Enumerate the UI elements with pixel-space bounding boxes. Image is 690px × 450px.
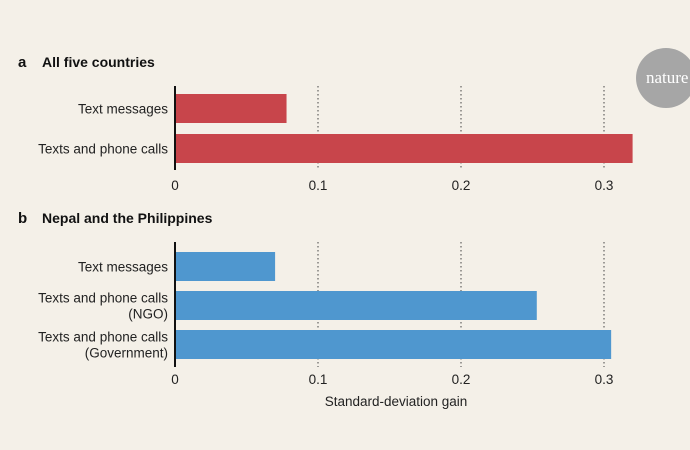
panel-a-tick-labels: 0 0.1 0.2 0.3	[171, 178, 613, 193]
category-label-b-2-line-0: Texts and phone calls	[38, 330, 168, 345]
bar-b-2	[175, 330, 612, 359]
panel-a-letter: a	[18, 54, 27, 71]
x-tick-label-a-1: 0.1	[309, 178, 328, 193]
category-label-a-0: Text messages	[78, 102, 168, 117]
x-tick-label-a-3: 0.3	[595, 178, 614, 193]
x-tick-label-b-2: 0.2	[452, 372, 471, 387]
category-label-b-1-line-1: (NGO)	[128, 307, 168, 322]
panel-b-title: Nepal and the Philippines	[42, 210, 213, 226]
category-label-b-2-line-1: (Government)	[85, 346, 168, 361]
nature-logo-text: nature	[646, 68, 688, 87]
panel-b-tick-labels: 0 0.1 0.2 0.3	[171, 372, 613, 387]
panel-b-letter: b	[18, 210, 27, 227]
bar-b-0	[175, 252, 276, 281]
panel-a: a All five countries Text messages Texts …	[18, 54, 633, 193]
x-tick-label-a-2: 0.2	[452, 178, 471, 193]
x-axis-title: Standard-deviation gain	[325, 394, 468, 409]
x-tick-label-b-1: 0.1	[309, 372, 328, 387]
panel-b-bars	[175, 252, 612, 359]
x-tick-label-b-3: 0.3	[595, 372, 614, 387]
x-tick-label-b-0: 0	[171, 372, 179, 387]
nature-logo-circle	[636, 48, 690, 108]
category-label-b-0: Text messages	[78, 260, 168, 275]
panel-a-title: All five countries	[42, 54, 155, 70]
panel-a-category-labels: Text messages Texts and phone calls	[38, 102, 168, 157]
nature-logo: nature	[636, 48, 690, 108]
category-label-b-1-line-0: Texts and phone calls	[38, 291, 168, 306]
bar-a-0	[175, 94, 287, 123]
bar-b-1	[175, 291, 537, 320]
bar-a-1	[175, 134, 633, 163]
panel-a-bars	[175, 94, 633, 163]
panel-b: b Nepal and the Philippines Text message…	[18, 210, 613, 409]
x-tick-label-a-0: 0	[171, 178, 179, 193]
category-label-a-1: Texts and phone calls	[38, 142, 168, 157]
